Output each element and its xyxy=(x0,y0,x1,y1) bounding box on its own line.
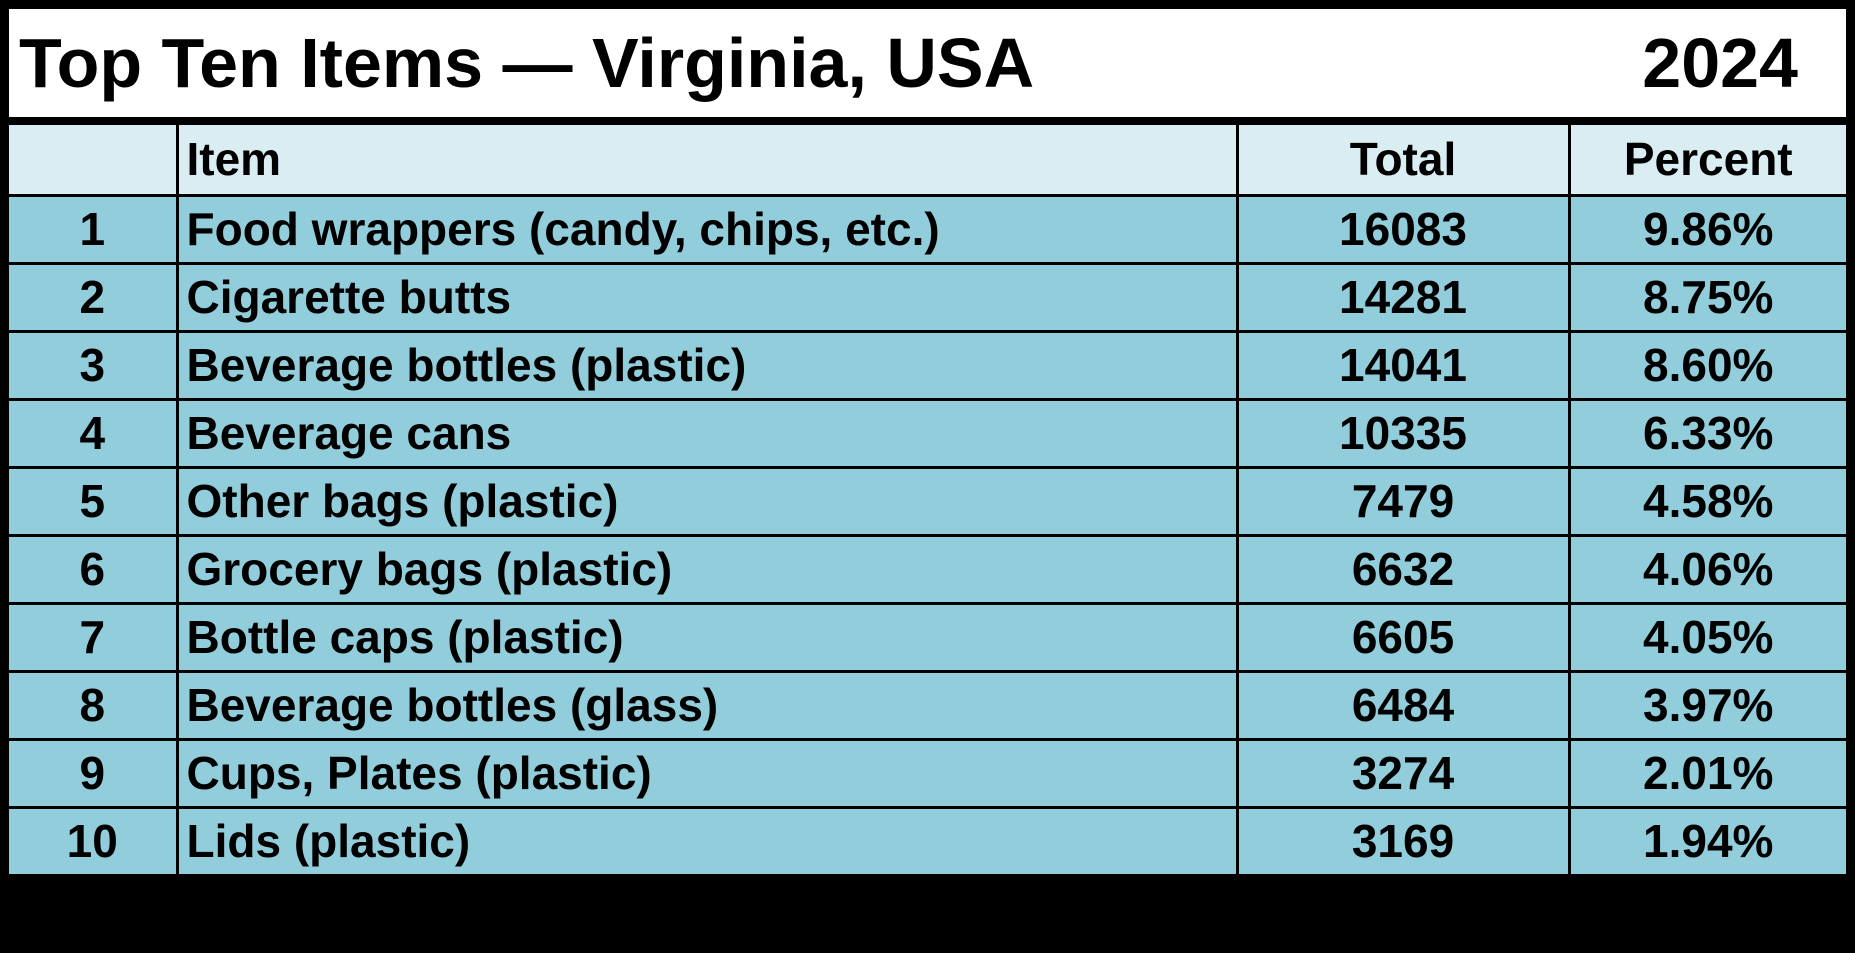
rank-cell: 1 xyxy=(9,193,179,265)
rank-cell: 6 xyxy=(9,533,179,605)
percent-cell: 2.01% xyxy=(1567,737,1846,809)
title: Top Ten Items — Virginia, USA xyxy=(19,24,1035,102)
table-row: 2 Cigarette butts 14281 8.75% xyxy=(9,261,1846,333)
rank-cell: 4 xyxy=(9,397,179,469)
total-cell: 6632 xyxy=(1235,533,1571,605)
year: 2024 xyxy=(1642,24,1798,102)
percent-cell: 9.86% xyxy=(1567,193,1846,265)
percent-cell: 6.33% xyxy=(1567,397,1846,469)
table-body: 1 Food wrappers (candy, chips, etc.) 16083… xyxy=(9,193,1846,877)
table-row: 1 Food wrappers (candy, chips, etc.) 16083… xyxy=(9,193,1846,265)
table-row: 6 Grocery bags (plastic) 6632 4.06% xyxy=(9,533,1846,605)
total-cell: 7479 xyxy=(1235,465,1571,537)
percent-cell: 8.60% xyxy=(1567,329,1846,401)
table-row: 5 Other bags (plastic) 7479 4.58% xyxy=(9,465,1846,537)
rank-cell: 7 xyxy=(9,601,179,673)
total-cell: 14281 xyxy=(1235,261,1571,333)
title-bar: Top Ten Items — Virginia, USA 2024 xyxy=(9,9,1846,125)
rank-cell: 9 xyxy=(9,737,179,809)
item-cell: Bottle caps (plastic) xyxy=(175,601,1239,673)
total-cell: 3169 xyxy=(1235,805,1571,877)
item-cell: Cigarette butts xyxy=(175,261,1239,333)
rank-header xyxy=(9,125,179,197)
item-cell: Lids (plastic) xyxy=(175,805,1239,877)
item-cell: Grocery bags (plastic) xyxy=(175,533,1239,605)
percent-header: Percent xyxy=(1567,125,1846,197)
rank-cell: 5 xyxy=(9,465,179,537)
percent-cell: 3.97% xyxy=(1567,669,1846,741)
table-row: 7 Bottle caps (plastic) 6605 4.05% xyxy=(9,601,1846,673)
percent-cell: 1.94% xyxy=(1567,805,1846,877)
rank-cell: 8 xyxy=(9,669,179,741)
item-header: Item xyxy=(175,125,1239,197)
total-header: Total xyxy=(1235,125,1571,197)
table-row: 8 Beverage bottles (glass) 6484 3.97% xyxy=(9,669,1846,741)
total-cell: 3274 xyxy=(1235,737,1571,809)
total-cell: 14041 xyxy=(1235,329,1571,401)
percent-cell: 4.06% xyxy=(1567,533,1846,605)
rank-cell: 10 xyxy=(9,805,179,877)
rank-cell: 2 xyxy=(9,261,179,333)
percent-cell: 8.75% xyxy=(1567,261,1846,333)
item-cell: Beverage cans xyxy=(175,397,1239,469)
total-cell: 10335 xyxy=(1235,397,1571,469)
rank-cell: 3 xyxy=(9,329,179,401)
percent-cell: 4.58% xyxy=(1567,465,1846,537)
table-row: 9 Cups, Plates (plastic) 3274 2.01% xyxy=(9,737,1846,809)
item-cell: Beverage bottles (glass) xyxy=(175,669,1239,741)
total-cell: 16083 xyxy=(1235,193,1571,265)
total-cell: 6484 xyxy=(1235,669,1571,741)
item-cell: Beverage bottles (plastic) xyxy=(175,329,1239,401)
header-row: Item Total Percent xyxy=(9,125,1846,197)
table-row: 4 Beverage cans 10335 6.33% xyxy=(9,397,1846,469)
percent-cell: 4.05% xyxy=(1567,601,1846,673)
table-row: 10 Lids (plastic) 3169 1.94% xyxy=(9,805,1846,877)
table-row: 3 Beverage bottles (plastic) 14041 8.60% xyxy=(9,329,1846,401)
total-cell: 6605 xyxy=(1235,601,1571,673)
item-cell: Food wrappers (candy, chips, etc.) xyxy=(175,193,1239,265)
item-cell: Cups, Plates (plastic) xyxy=(175,737,1239,809)
items-table: Item Total Percent 1 Food wrappers (candy… xyxy=(9,125,1846,877)
item-cell: Other bags (plastic) xyxy=(175,465,1239,537)
